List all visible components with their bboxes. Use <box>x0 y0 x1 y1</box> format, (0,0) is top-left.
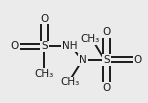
Text: O: O <box>133 55 142 65</box>
Text: O: O <box>102 83 111 93</box>
Text: O: O <box>11 41 19 51</box>
Text: N: N <box>79 55 87 65</box>
Text: NH: NH <box>62 41 77 51</box>
Text: O: O <box>102 27 111 37</box>
Text: S: S <box>41 41 48 51</box>
Text: CH₃: CH₃ <box>60 77 79 87</box>
Text: CH₃: CH₃ <box>81 34 100 44</box>
Text: S: S <box>103 55 110 65</box>
Text: O: O <box>40 13 49 24</box>
Text: CH₃: CH₃ <box>35 69 54 79</box>
